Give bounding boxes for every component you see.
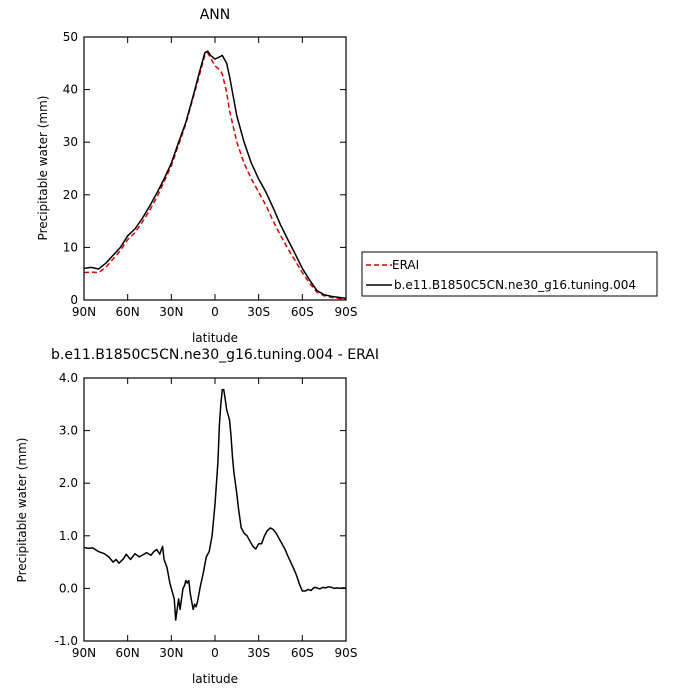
bottom-x-tick-label: 30N [159, 646, 183, 660]
bottom-x-tick-label: 0 [211, 646, 219, 660]
bottom-chart-ticks: 90N 60N 30N 0 30S 60S 90S -1.0 0.0 1.0 2.0 3.0 4.0 [55, 371, 358, 660]
top-x-tick-label: 30N [159, 305, 183, 319]
top-y-tick-label: 0 [70, 293, 78, 307]
top-chart-xlabel: latitude [192, 331, 238, 345]
top-y-tick-label: 30 [63, 135, 78, 149]
top-y-tick-label: 50 [63, 30, 78, 44]
legend-box [361, 251, 658, 297]
top-y-tick-label: 10 [63, 240, 78, 254]
bottom-x-tick-label: 60N [116, 646, 140, 660]
top-series-line-1 [83, 50, 347, 300]
bottom-y-tick-label: 1.0 [59, 529, 78, 543]
bottom-x-tick-label: 30S [247, 646, 270, 660]
bottom-chart-series [83, 388, 347, 621]
bottom-chart-frame [83, 377, 347, 642]
legend-label-erai: ERAI [392, 258, 419, 272]
top-x-tick-label: 90S [335, 305, 358, 319]
top-chart-frame [83, 36, 347, 301]
legend-label-model: b.e11.B1850C5CN.ne30_g16.tuning.004 [394, 278, 636, 292]
bottom-y-tick-label: 4.0 [59, 371, 78, 385]
top-x-tick-label: 90N [72, 305, 96, 319]
top-x-tick-label: 60N [116, 305, 140, 319]
top-y-tick-label: 40 [63, 83, 78, 97]
top-chart-panel: ANN Precipitable water (mm) latitude 90N… [36, 7, 357, 345]
bottom-x-tick-label: 90S [335, 646, 358, 660]
top-chart-title: ANN [200, 7, 231, 23]
top-x-tick-label: 60S [291, 305, 314, 319]
bottom-y-tick-label: -1.0 [55, 634, 78, 648]
top-x-tick-label: 30S [247, 305, 270, 319]
bottom-x-tick-label: 90N [72, 646, 96, 660]
bottom-chart-panel: b.e11.B1850C5CN.ne30_g16.tuning.004 - ER… [15, 347, 379, 686]
top-chart-ylabel: Precipitable water (mm) [36, 96, 50, 241]
bottom-series-line-0 [83, 388, 347, 621]
bottom-x-tick-label: 60S [291, 646, 314, 660]
top-chart-ticks: 90N 60N 30N 0 30S 60S 90S 0 10 20 30 40 50 [63, 30, 358, 319]
top-y-tick-label: 20 [63, 188, 78, 202]
bottom-y-tick-label: 0.0 [59, 581, 78, 595]
top-series-line-0 [83, 52, 347, 300]
bottom-y-tick-label: 3.0 [59, 424, 78, 438]
bottom-chart-title: b.e11.B1850C5CN.ne30_g16.tuning.004 - ER… [51, 347, 379, 363]
top-chart-series [83, 50, 347, 300]
top-x-tick-label: 0 [211, 305, 219, 319]
bottom-y-tick-label: 2.0 [59, 476, 78, 490]
top-chart-legend: ERAI b.e11.B1850C5CN.ne30_g16.tuning.004 [361, 251, 658, 297]
bottom-chart-ylabel: Precipitable water (mm) [15, 438, 29, 583]
bottom-chart-xlabel: latitude [192, 672, 238, 686]
